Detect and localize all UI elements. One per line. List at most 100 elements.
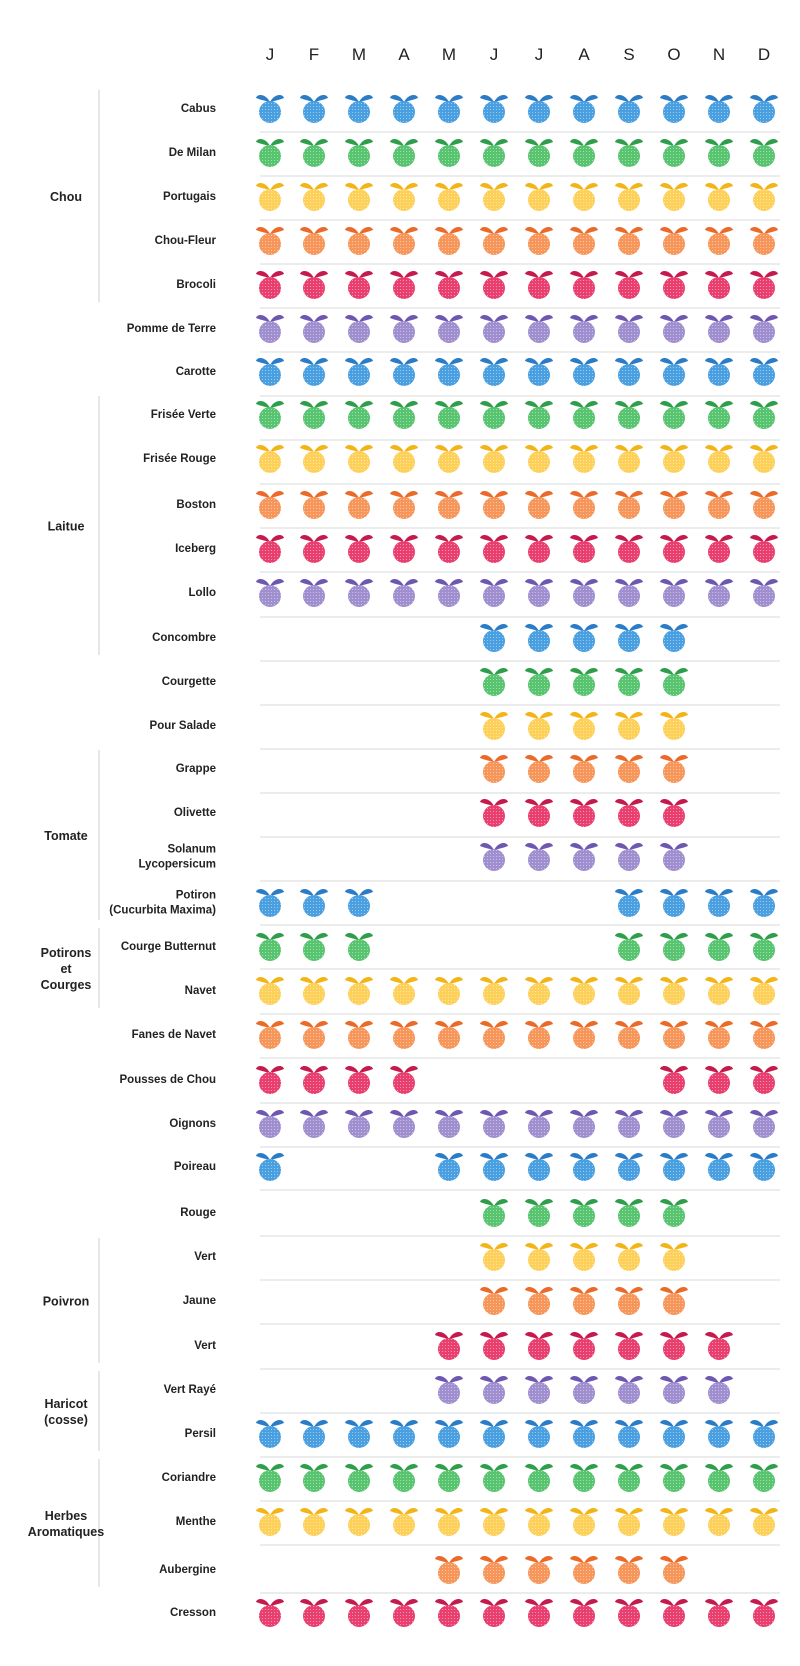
row-label: Fanes de Navet — [132, 1029, 217, 1041]
leaf-shape — [674, 977, 688, 984]
produce-icon — [300, 1464, 328, 1492]
leaf-shape — [539, 139, 553, 146]
leaf-shape — [525, 445, 539, 452]
leaf-shape — [674, 1021, 688, 1028]
produce-icon — [615, 445, 643, 473]
produce-icon — [615, 271, 643, 299]
leaf-shape — [404, 227, 418, 234]
fruit-dot-icon — [663, 407, 685, 429]
leaf-shape — [570, 227, 584, 234]
leaf-shape — [539, 1199, 553, 1206]
leaf-shape — [764, 1066, 778, 1073]
fruit-dot-icon — [618, 233, 640, 255]
fruit-dot-icon — [528, 364, 550, 386]
fruit-dot-icon — [528, 451, 550, 473]
leaf-shape — [615, 95, 629, 102]
leaf-shape — [750, 889, 764, 896]
produce-icon — [525, 668, 553, 696]
fruit-dot-icon — [393, 585, 415, 607]
leaf-shape — [584, 799, 598, 806]
group-label: Herbes — [45, 1509, 87, 1523]
produce-icon — [615, 491, 643, 519]
leaf-shape — [270, 977, 284, 984]
leaf-shape — [494, 1021, 508, 1028]
fruit-dot-icon — [663, 1159, 685, 1181]
leaf-shape — [300, 315, 314, 322]
row-label: Chou-Fleur — [155, 235, 217, 247]
produce-icon — [750, 401, 778, 429]
fruit-dot-icon — [348, 1605, 370, 1627]
leaf-shape — [629, 579, 643, 586]
fruit-dot-icon — [753, 1470, 775, 1492]
leaf-shape — [256, 1599, 270, 1606]
produce-icon — [435, 1508, 463, 1536]
produce-icon — [705, 1464, 733, 1492]
leaf-shape — [300, 95, 314, 102]
produce-icon — [525, 1376, 553, 1404]
fruit-dot-icon — [573, 189, 595, 211]
fruit-dot-icon — [663, 1514, 685, 1536]
leaf-shape — [435, 401, 449, 408]
leaf-shape — [494, 227, 508, 234]
produce-icon — [525, 1243, 553, 1271]
fruit-dot-icon — [753, 1159, 775, 1181]
produce-icon — [660, 1556, 688, 1584]
leaf-shape — [270, 1066, 284, 1073]
fruit-dot-icon — [663, 1116, 685, 1138]
leaf-shape — [584, 1287, 598, 1294]
leaf-shape — [359, 271, 373, 278]
fruit-dot-icon — [573, 1470, 595, 1492]
leaf-shape — [539, 1110, 553, 1117]
leaf-shape — [674, 1066, 688, 1073]
produce-icon — [345, 1066, 373, 1094]
fruit-dot-icon — [438, 101, 460, 123]
produce-icon — [256, 977, 284, 1005]
fruit-dot-icon — [483, 1116, 505, 1138]
produce-icon — [300, 1021, 328, 1049]
produce-icon — [750, 579, 778, 607]
fruit-dot-icon — [393, 145, 415, 167]
fruit-dot-icon — [663, 1605, 685, 1627]
produce-icon — [660, 183, 688, 211]
fruit-dot-icon — [528, 585, 550, 607]
leaf-shape — [256, 579, 270, 586]
produce-icon — [750, 1599, 778, 1627]
leaf-shape — [615, 1508, 629, 1515]
leaf-shape — [660, 1508, 674, 1515]
produce-icon — [345, 358, 373, 386]
fruit-dot-icon — [438, 321, 460, 343]
leaf-shape — [525, 315, 539, 322]
leaf-shape — [390, 1508, 404, 1515]
fruit-dot-icon — [259, 1116, 281, 1138]
leaf-shape — [629, 668, 643, 675]
fruit-dot-icon — [393, 1470, 415, 1492]
leaf-shape — [404, 401, 418, 408]
row-label: Grappe — [176, 763, 216, 775]
leaf-shape — [705, 1332, 719, 1339]
fruit-dot-icon — [259, 277, 281, 299]
produce-icon — [570, 1199, 598, 1227]
leaf-shape — [270, 401, 284, 408]
leaf-shape — [705, 977, 719, 984]
produce-icon — [345, 445, 373, 473]
leaf-shape — [314, 445, 328, 452]
group-label: Poivron — [43, 1295, 90, 1309]
fruit-dot-icon — [618, 1338, 640, 1360]
leaf-shape — [359, 579, 373, 586]
leaf-shape — [539, 799, 553, 806]
row-label: Concombre — [152, 632, 216, 644]
leaf-shape — [660, 1332, 674, 1339]
produce-icon — [615, 579, 643, 607]
fruit-dot-icon — [618, 407, 640, 429]
row-label: Menthe — [176, 1516, 216, 1528]
leaf-shape — [750, 358, 764, 365]
produce-icon — [750, 95, 778, 123]
fruit-dot-icon — [528, 101, 550, 123]
produce-icon — [525, 535, 553, 563]
leaf-shape — [674, 579, 688, 586]
produce-icon — [705, 1508, 733, 1536]
fruit-dot-icon — [573, 1205, 595, 1227]
leaf-shape — [449, 977, 463, 984]
row-label: Solanum — [167, 844, 216, 856]
leaf-shape — [300, 579, 314, 586]
